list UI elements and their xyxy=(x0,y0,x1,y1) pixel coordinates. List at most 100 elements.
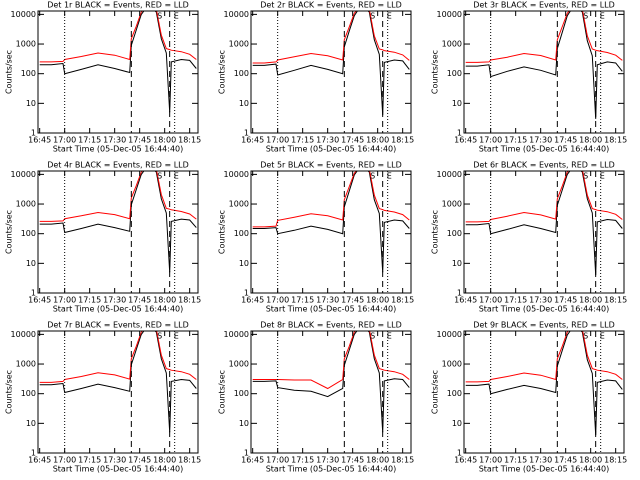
x-tick-label: 17:30 xyxy=(103,456,126,465)
plot-frame xyxy=(463,10,625,134)
y-tick-label: 10000 xyxy=(11,10,36,19)
y-tick-label: 1 xyxy=(457,449,462,458)
y-tick-label: 10 xyxy=(452,419,462,428)
x-tick-label: 17:15 xyxy=(78,456,101,465)
x-tick-label: 17:45 xyxy=(128,296,151,305)
annotation: S xyxy=(583,332,588,341)
series-line xyxy=(39,331,197,383)
y-tick-label: 10000 xyxy=(11,170,36,179)
x-tick-label: 18:15 xyxy=(604,456,627,465)
x-tick-label: 17:15 xyxy=(78,296,101,305)
series-line xyxy=(252,171,410,228)
x-tick-label: 17:30 xyxy=(103,296,126,305)
series-line xyxy=(39,171,197,273)
annotation: E xyxy=(174,12,179,21)
plot-area xyxy=(252,331,410,433)
x-tick-label: 17:45 xyxy=(128,456,151,465)
x-tick-label: 17:45 xyxy=(554,456,577,465)
x-tick-label: 16:45 xyxy=(241,136,264,145)
x-tick-label: 17:00 xyxy=(266,456,289,465)
panel-title: Det 3r BLACK = Events, RED = LLD xyxy=(473,1,615,10)
y-tick-label: 10000 xyxy=(437,170,462,179)
plot-area xyxy=(465,171,623,276)
y-tick-label: 100 xyxy=(447,389,462,398)
y-tick-label: 10000 xyxy=(437,10,462,19)
panel-title: Det 4r BLACK = Events, RED = LLD xyxy=(47,161,189,170)
y-tick-label: 10000 xyxy=(437,330,462,339)
x-axis-label: Start Time (05-Dec-05 16:44:40) xyxy=(266,145,397,154)
y-tick-label: 1000 xyxy=(16,40,36,49)
y-tick-label: 10000 xyxy=(224,10,249,19)
panel-title: Det 9r BLACK = Events, RED = LLD xyxy=(473,321,615,330)
panel-title: Det 8r BLACK = Events, RED = LLD xyxy=(260,321,402,330)
annotation: E xyxy=(387,332,392,341)
y-tick-label: 1000 xyxy=(16,200,36,209)
series-line xyxy=(465,171,623,223)
annotation: E xyxy=(174,172,179,181)
x-tick-label: 17:15 xyxy=(291,136,314,145)
x-tick-label: 17:45 xyxy=(128,136,151,145)
annotation: E xyxy=(600,172,605,181)
y-tick-label: 1000 xyxy=(442,40,462,49)
series-line xyxy=(465,171,623,276)
y-tick-label: 100 xyxy=(21,69,36,78)
plot-frame xyxy=(250,10,412,134)
x-tick-label: 17:00 xyxy=(53,296,76,305)
x-tick-label: 18:00 xyxy=(153,456,176,465)
y-tick-label: 10000 xyxy=(11,330,36,339)
y-tick-label: 1000 xyxy=(442,360,462,369)
x-axis-label: Start Time (05-Dec-05 16:44:40) xyxy=(479,465,610,474)
series-line xyxy=(39,171,197,222)
y-tick-label: 10 xyxy=(26,419,36,428)
y-axis-label: Counts/sec xyxy=(431,50,440,94)
x-tick-label: 17:30 xyxy=(529,456,552,465)
x-tick-label: 18:00 xyxy=(153,296,176,305)
annotation: S xyxy=(157,332,162,341)
panel-title: Det 5r BLACK = Events, RED = LLD xyxy=(260,161,402,170)
plot-frame xyxy=(37,330,199,454)
x-axis-label: Start Time (05-Dec-05 16:44:40) xyxy=(266,465,397,474)
x-tick-label: 17:15 xyxy=(78,136,101,145)
x-tick-label: 17:00 xyxy=(53,136,76,145)
y-axis-label: Counts/sec xyxy=(5,210,14,254)
plot-area xyxy=(252,171,410,273)
x-tick-label: 17:15 xyxy=(504,136,527,145)
panel-title: Det 7r BLACK = Events, RED = LLD xyxy=(47,321,189,330)
x-tick-label: 17:45 xyxy=(341,456,364,465)
x-tick-label: 16:45 xyxy=(454,456,477,465)
y-axis-label: Counts/sec xyxy=(5,50,14,94)
series-line xyxy=(252,331,410,433)
y-axis-label: Counts/sec xyxy=(5,370,14,414)
x-tick-label: 17:45 xyxy=(341,136,364,145)
x-tick-label: 17:00 xyxy=(479,296,502,305)
plot-frame xyxy=(250,170,412,294)
x-tick-label: 17:00 xyxy=(266,136,289,145)
x-tick-label: 17:00 xyxy=(479,456,502,465)
series-line xyxy=(252,11,410,64)
y-tick-label: 1 xyxy=(457,289,462,298)
x-axis-label: Start Time (05-Dec-05 16:44:40) xyxy=(479,305,610,314)
x-tick-label: 18:00 xyxy=(579,456,602,465)
x-tick-label: 17:30 xyxy=(316,456,339,465)
annotation: E xyxy=(600,12,605,21)
annotation: S xyxy=(583,12,588,21)
y-tick-label: 1 xyxy=(31,449,36,458)
plot-area xyxy=(465,11,623,119)
x-tick-label: 17:45 xyxy=(554,296,577,305)
series-line xyxy=(39,11,197,63)
series-line xyxy=(39,331,197,433)
x-axis-label: Start Time (05-Dec-05 16:44:40) xyxy=(53,305,184,314)
plot-frame xyxy=(37,10,199,134)
y-tick-label: 1 xyxy=(31,129,36,138)
y-tick-label: 10000 xyxy=(224,330,249,339)
y-tick-label: 1 xyxy=(244,289,249,298)
x-tick-label: 18:15 xyxy=(178,456,201,465)
y-tick-label: 1 xyxy=(457,129,462,138)
y-tick-label: 100 xyxy=(447,229,462,238)
x-axis-label: Start Time (05-Dec-05 16:44:40) xyxy=(266,305,397,314)
annotation: S xyxy=(370,172,375,181)
x-tick-label: 17:15 xyxy=(291,456,314,465)
